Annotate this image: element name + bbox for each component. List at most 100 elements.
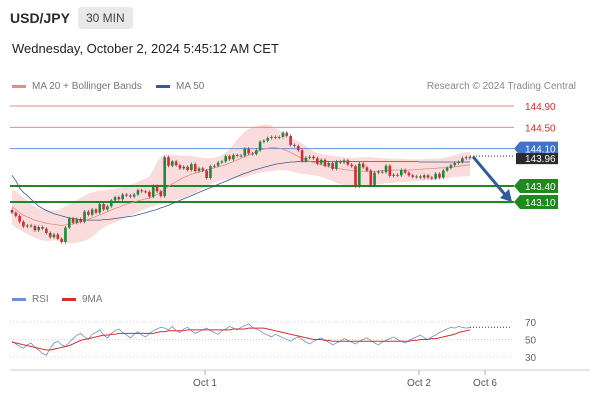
- legend-ma50-label: MA 50: [176, 81, 205, 92]
- candle-103: [403, 170, 407, 173]
- candle-39: [159, 191, 163, 197]
- legend-ma50: MA 50: [156, 81, 204, 92]
- candle-23: [98, 204, 102, 213]
- candle-31: [129, 195, 132, 197]
- forecast-arrow-shaft: [471, 155, 509, 198]
- candle-21: [90, 209, 94, 215]
- legend-rsi: RSI: [12, 294, 49, 305]
- x-tick-label-0: Oct 1: [193, 378, 217, 389]
- level-label-144.50: 144.50: [525, 123, 556, 134]
- candle-75: [296, 146, 300, 151]
- candle-104: [407, 172, 411, 176]
- candle-93: [365, 167, 369, 171]
- forecast-arrow-head: [500, 189, 512, 202]
- candle-88: [346, 160, 350, 165]
- candle-9: [45, 228, 48, 233]
- candle-66: [262, 140, 266, 142]
- candle-54: [216, 162, 220, 166]
- candle-45: [182, 166, 186, 169]
- rsi-line: [11, 323, 471, 356]
- legend-ma50-swatch: [156, 85, 170, 88]
- candle-92: [361, 163, 365, 168]
- candle-62: [247, 148, 250, 154]
- candle-32: [132, 194, 136, 197]
- level-label-144.90: 144.90: [525, 102, 556, 113]
- candle-49: [197, 168, 201, 172]
- current-price-tag: [516, 153, 558, 165]
- x-tick-label-1: Oct 2: [407, 378, 431, 389]
- candle-64: [254, 150, 258, 154]
- candle-38: [155, 186, 159, 192]
- candle-15: [67, 218, 71, 228]
- candle-115: [449, 165, 453, 168]
- legend-ma20-swatch: [12, 85, 26, 88]
- candle-58: [232, 155, 235, 160]
- candle-71: [281, 132, 285, 137]
- legend-9ma: 9MA: [62, 294, 103, 305]
- rsi-tick-label-70: 70: [525, 318, 537, 329]
- candle-78: [308, 156, 311, 158]
- candle-36: [148, 191, 151, 197]
- candle-85: [335, 161, 338, 169]
- candle-14: [64, 227, 67, 242]
- candle-89: [350, 164, 353, 167]
- level-label-143.10: 143.10: [525, 198, 556, 209]
- ma50-line: [11, 161, 470, 221]
- candle-77: [304, 157, 308, 161]
- candle-8: [41, 227, 44, 229]
- candle-110: [430, 177, 434, 179]
- candle-25: [106, 206, 109, 210]
- candle-111: [434, 173, 437, 179]
- candle-22: [94, 209, 98, 213]
- candle-33: [136, 190, 140, 195]
- legend-9ma-swatch: [62, 298, 76, 301]
- candle-5: [29, 225, 33, 227]
- candle-10: [48, 232, 52, 238]
- candle-94: [369, 170, 373, 185]
- rsi-tick-label-30: 30: [525, 353, 537, 364]
- candle-72: [285, 132, 289, 136]
- candle-4: [25, 225, 29, 227]
- candle-95: [373, 172, 376, 185]
- candle-96: [377, 171, 380, 173]
- candle-50: [201, 168, 205, 171]
- candle-29: [121, 194, 124, 200]
- current-price-label: 143.96: [525, 154, 556, 165]
- research-credit: Research © 2024 Trading Central: [426, 81, 576, 92]
- candle-42: [171, 161, 174, 166]
- candle-19: [83, 211, 86, 222]
- candle-76: [300, 150, 304, 161]
- rsi-9ma-line: [11, 327, 471, 351]
- candle-7: [37, 227, 41, 231]
- candle-1: [14, 212, 18, 216]
- level-label-144.10: 144.10: [525, 145, 556, 156]
- candle-117: [457, 162, 460, 164]
- candle-61: [243, 148, 247, 156]
- candle-90: [354, 166, 357, 187]
- candle-109: [426, 175, 430, 178]
- candle-108: [422, 175, 426, 178]
- candle-53: [212, 165, 216, 167]
- candle-70: [277, 136, 281, 138]
- legend-ma20: MA 20 + Bollinger Bands: [12, 81, 142, 92]
- candle-47: [190, 164, 193, 170]
- candle-119: [464, 157, 468, 159]
- candle-112: [438, 173, 441, 178]
- timeframe-badge[interactable]: 30 MIN: [78, 7, 133, 29]
- candle-55: [220, 161, 224, 163]
- level-tag-143.10: [514, 195, 558, 209]
- candle-56: [224, 156, 228, 162]
- candle-35: [144, 191, 147, 193]
- candle-116: [453, 163, 457, 166]
- candle-114: [445, 167, 449, 171]
- candle-98: [384, 165, 388, 173]
- candle-3: [22, 221, 25, 227]
- candle-2: [18, 215, 21, 222]
- candle-68: [270, 136, 273, 138]
- candle-6: [33, 226, 37, 231]
- candle-26: [109, 200, 113, 207]
- candle-74: [293, 144, 296, 146]
- candle-105: [411, 175, 415, 177]
